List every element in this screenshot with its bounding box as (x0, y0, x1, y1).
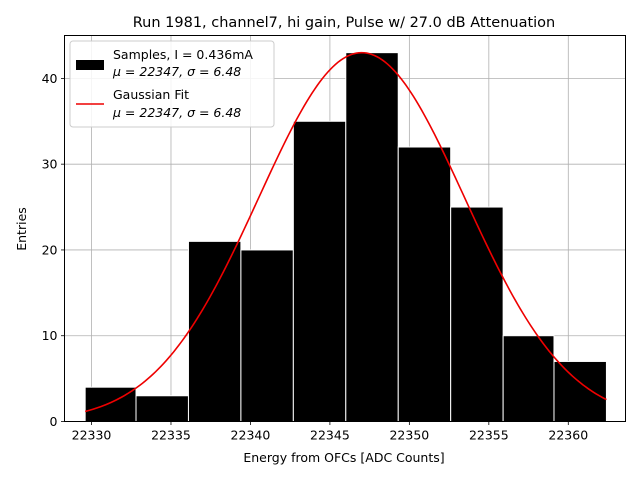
legend-fit-label: Gaussian Fit (113, 87, 189, 102)
y-tick-label: 0 (50, 414, 58, 429)
chart-title: Run 1981, channel7, hi gain, Pulse w/ 27… (133, 15, 556, 31)
histogram-bar (135, 395, 189, 422)
histogram-bar (187, 240, 242, 422)
x-tick-label: 22335 (151, 428, 191, 443)
y-tick-label: 30 (42, 157, 58, 172)
histogram-bars (84, 52, 607, 423)
legend-box (69, 40, 275, 128)
histogram-bar (345, 52, 399, 423)
legend-samples-label: Samples, I = 0.436mA (113, 47, 253, 62)
x-tick-label: 22355 (469, 428, 509, 443)
gaussian-fit-line (84, 51, 607, 413)
plot-frame (64, 35, 626, 422)
y-axis-label: Entries (14, 207, 29, 251)
x-tick-label: 22330 (72, 428, 112, 443)
x-tick-label: 22345 (310, 428, 350, 443)
y-tick-label: 40 (42, 71, 58, 86)
legend: Samples, I = 0.436mA μ = 22347, σ = 6.48… (69, 40, 275, 128)
histogram-bar (84, 386, 137, 423)
histogram-bar (553, 360, 607, 423)
x-tick-label: 22340 (231, 428, 271, 443)
y-tick-label: 10 (42, 328, 58, 343)
x-axis-label: Energy from OFCs [ADC Counts] (243, 450, 444, 465)
y-tick-label: 20 (42, 242, 58, 257)
histogram-bar (502, 335, 555, 423)
legend-fit-stats: μ = 22347, σ = 6.48 (112, 105, 241, 120)
histogram-bar (292, 120, 347, 423)
y-axis-ticks: 0 10 20 30 40 (42, 71, 65, 429)
x-axis-ticks: 22330 22335 22340 22345 22350 22355 22360 (72, 421, 588, 443)
legend-samples-stats: μ = 22347, σ = 6.48 (112, 64, 241, 79)
x-tick-label: 22350 (389, 428, 429, 443)
legend-samples-swatch (76, 60, 104, 70)
gaussian-fit (84, 51, 607, 413)
histogram-bar (240, 249, 294, 422)
x-tick-label: 22360 (548, 428, 588, 443)
histogram-bar (450, 206, 504, 422)
histogram-bar (397, 146, 452, 422)
